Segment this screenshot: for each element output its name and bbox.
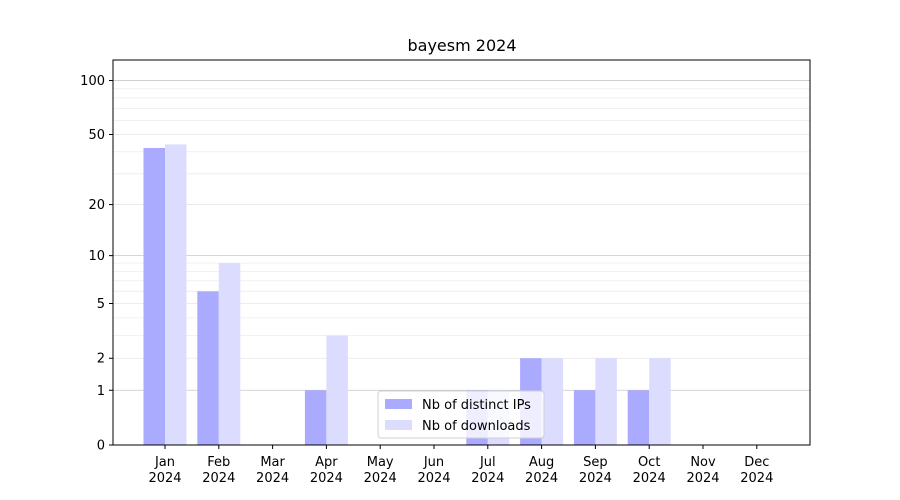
x-tick-label: Jun 2024 bbox=[417, 455, 450, 486]
y-axis: 0 1 2 5 10 20 50 100 bbox=[80, 74, 113, 454]
bar-distinct-ips bbox=[573, 390, 596, 445]
y-tick-label: 20 bbox=[88, 198, 105, 213]
legend: Nb of distinct IPs Nb of downloads bbox=[377, 390, 545, 439]
y-tick-label: 2 bbox=[97, 352, 105, 367]
x-axis: Jan 2024 Feb 2024 Mar 2024 Apr 2024 May 2024 Jun 20… bbox=[148, 445, 773, 486]
bar-downloads bbox=[165, 144, 187, 446]
bar-downloads bbox=[649, 358, 671, 445]
bar-downloads bbox=[326, 335, 348, 445]
x-tick-label: Jan 2024 bbox=[148, 455, 181, 486]
bar-distinct-ips bbox=[197, 291, 219, 445]
bars-layer bbox=[143, 144, 671, 446]
x-tick-label: Oct 2024 bbox=[633, 455, 666, 486]
x-tick-label: Dec 2024 bbox=[740, 455, 773, 486]
y-tick-label: 5 bbox=[97, 297, 105, 312]
bar-downloads bbox=[595, 358, 617, 445]
x-tick-label: Nov 2024 bbox=[686, 455, 719, 486]
x-tick-label: Sep 2024 bbox=[579, 455, 612, 486]
bar-downloads bbox=[218, 263, 241, 445]
bar-distinct-ips bbox=[143, 147, 165, 446]
y-tick-label: 10 bbox=[88, 249, 105, 264]
legend-box bbox=[377, 390, 545, 439]
x-tick-label: Aug 2024 bbox=[525, 455, 558, 486]
bar-distinct-ips bbox=[627, 390, 650, 445]
x-tick-label: Feb 2024 bbox=[202, 455, 235, 486]
legend-swatch bbox=[385, 399, 412, 409]
x-tick-label: Mar 2024 bbox=[256, 455, 289, 486]
legend-label: Nb of distinct IPs bbox=[422, 398, 531, 413]
x-tick-label: Apr 2024 bbox=[310, 455, 343, 486]
y-tick-label: 100 bbox=[80, 74, 105, 89]
plot-frame bbox=[112, 59, 811, 446]
x-tick-label: May 2024 bbox=[364, 455, 397, 486]
y-tick-label: 1 bbox=[97, 384, 105, 399]
bar-downloads bbox=[541, 358, 564, 445]
y-tick-label: 0 bbox=[97, 439, 105, 454]
chart-title: bayesm 2024 bbox=[408, 36, 517, 55]
legend-swatch bbox=[385, 420, 412, 430]
bar-distinct-ips bbox=[304, 390, 327, 445]
y-tick-label: 50 bbox=[88, 128, 105, 143]
x-tick-label: Jul 2024 bbox=[471, 455, 504, 486]
legend-label: Nb of downloads bbox=[422, 419, 531, 434]
